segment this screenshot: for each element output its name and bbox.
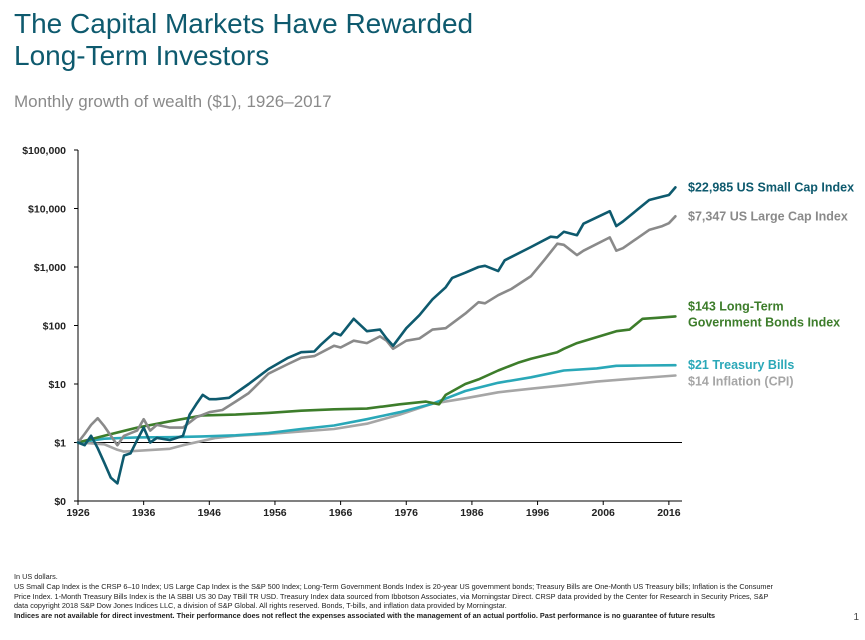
y-tick-label: $100,000 — [22, 145, 66, 157]
series-labels: $22,985 US Small Cap Index $7,347 US Larg… — [688, 180, 854, 388]
series-label-line: $22,985 US Small Cap Index — [688, 180, 854, 194]
series-label-line: $21 Treasury Bills — [688, 358, 794, 372]
y-tick-label: $1 — [54, 438, 66, 450]
series-label-line: $143 Long-Term — [688, 299, 784, 313]
x-tick-label: 2006 — [592, 507, 616, 519]
x-tick-label: 2016 — [657, 507, 681, 519]
x-axis: 1926 1936 1946 1956 1966 1976 1986 1996 2006 2016 — [66, 442, 682, 519]
growth-of-wealth-chart: $0 $1 $10 $100 $1,000 $10,000 $100,000 1926 193… — [22, 145, 854, 519]
page-number: 1 — [853, 612, 859, 623]
footnote-line-4: data copyright 2018 S&P Dow Jones Indice… — [14, 601, 507, 611]
series-label-1: $7,347 US Large Cap Index — [688, 209, 848, 223]
title-line-1: The Capital Markets Have Rewarded — [14, 8, 474, 39]
series-label-line: $7,347 US Large Cap Index — [688, 209, 848, 223]
x-tick-label: 1926 — [66, 507, 90, 519]
x-tick-label: 1976 — [395, 507, 419, 519]
series-label-4: $14 Inflation (CPI) — [688, 374, 794, 388]
series-line-3 — [76, 363, 677, 444]
series-line-0 — [76, 186, 677, 485]
series-label-line: $14 Inflation (CPI) — [688, 374, 794, 388]
y-tick-label: $1,000 — [34, 262, 66, 274]
x-tick-label: 1996 — [526, 507, 550, 519]
series-line-2 — [76, 315, 677, 444]
series-label-0: $22,985 US Small Cap Index — [688, 180, 854, 194]
x-tick-label: 1946 — [198, 507, 222, 519]
y-axis: $0 $1 $10 $100 $1,000 $10,000 $100,000 — [22, 145, 79, 508]
series-line-1 — [76, 215, 677, 447]
footnote-line-1: In US dollars. — [14, 572, 58, 581]
y-tick-label: $10 — [48, 379, 66, 391]
footnotes: In US dollars. US Small Cap Index is the… — [14, 572, 844, 621]
y-tick-label: $0 — [54, 496, 66, 508]
chart-subtitle: Monthly growth of wealth ($1), 1926–2017 — [14, 92, 332, 111]
series-lines — [76, 186, 677, 485]
x-tick-label: 1966 — [329, 507, 353, 519]
footnote-line-2: US Small Cap Index is the CRSP 6–10 Inde… — [14, 581, 773, 591]
series-label-line: Government Bonds Index — [688, 315, 840, 329]
series-label-2: $143 Long-Term Government Bonds Index — [688, 299, 840, 329]
x-tick-label: 1936 — [132, 507, 156, 519]
page-title: The Capital Markets Have Rewarded Long-T… — [14, 8, 714, 72]
disclaimer: Indices are not available for direct inv… — [14, 611, 716, 621]
title-line-2: Long-Term Investors — [14, 40, 270, 71]
y-tick-label: $10,000 — [28, 204, 66, 216]
x-tick-label: 1986 — [460, 507, 484, 519]
x-tick-label: 1956 — [263, 507, 287, 519]
series-line-4 — [76, 374, 677, 453]
series-label-3: $21 Treasury Bills — [688, 358, 794, 372]
y-tick-label: $100 — [43, 321, 67, 333]
footnote-line-3: Price Index. 1-Month Treasury Bills Inde… — [14, 591, 769, 601]
